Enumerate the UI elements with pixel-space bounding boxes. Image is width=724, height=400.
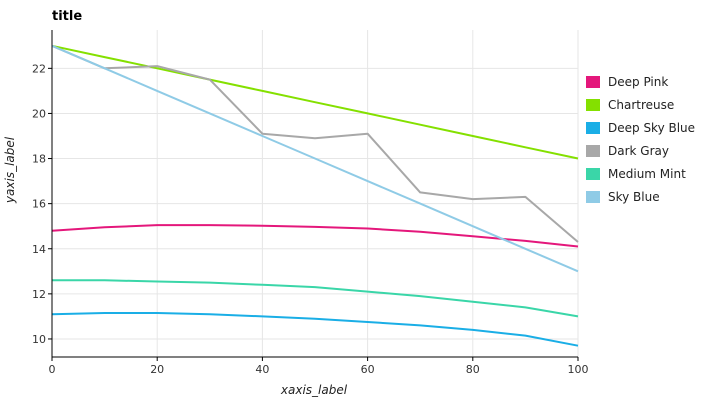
x-tick-label: 20 <box>150 363 164 376</box>
chart-title: title <box>52 9 82 24</box>
y-tick-label: 20 <box>32 107 46 120</box>
series-line-sky-blue <box>51 44 579 273</box>
x-tick-label: 60 <box>361 363 375 376</box>
y-tick-label: 14 <box>32 243 46 256</box>
y-tick-label: 18 <box>32 153 46 166</box>
y-tick-label: 12 <box>32 288 46 301</box>
legend-label-sky-blue: Sky Blue <box>608 190 660 204</box>
legend-label-chartreuse: Chartreuse <box>608 98 674 112</box>
legend-swatch-dark-gray <box>586 145 600 157</box>
legend-swatch-chartreuse <box>586 99 600 111</box>
axes: 10 12 14 16 18 20 22 0 20 40 60 80 100 <box>32 30 589 376</box>
legend-label-deep-pink: Deep Pink <box>608 75 668 89</box>
series-group <box>51 44 579 347</box>
plot-area <box>52 30 578 357</box>
series-line-deep-pink <box>51 224 579 248</box>
legend-swatch-medium-mint <box>586 168 600 180</box>
legend-swatch-deep-pink <box>586 76 600 88</box>
x-axis-title: xaxis_label <box>280 383 348 397</box>
y-tick-label: 22 <box>32 62 46 75</box>
grid <box>51 30 579 357</box>
legend-swatch-deep-sky-blue <box>586 122 600 134</box>
x-tick-label: 100 <box>568 363 589 376</box>
legend-label-medium-mint: Medium Mint <box>608 167 686 181</box>
legend-swatch-sky-blue <box>586 191 600 203</box>
legend-label-deep-sky-blue: Deep Sky Blue <box>608 121 695 135</box>
x-tick-label: 80 <box>466 363 480 376</box>
y-tick-label: 10 <box>32 333 46 346</box>
x-tick-label: 0 <box>49 363 56 376</box>
series-line-dark-gray <box>51 44 579 243</box>
y-tick-label: 16 <box>32 198 46 211</box>
series-line-chartreuse <box>51 44 579 160</box>
x-tick-label: 40 <box>255 363 269 376</box>
legend-label-dark-gray: Dark Gray <box>608 144 669 158</box>
series-line-deep-sky-blue <box>51 312 579 347</box>
legend: Deep Pink Chartreuse Deep Sky Blue Dark Gra… <box>586 75 695 204</box>
y-axis-title: yaxis_label <box>3 136 17 204</box>
series-line-medium-mint <box>52 279 579 318</box>
